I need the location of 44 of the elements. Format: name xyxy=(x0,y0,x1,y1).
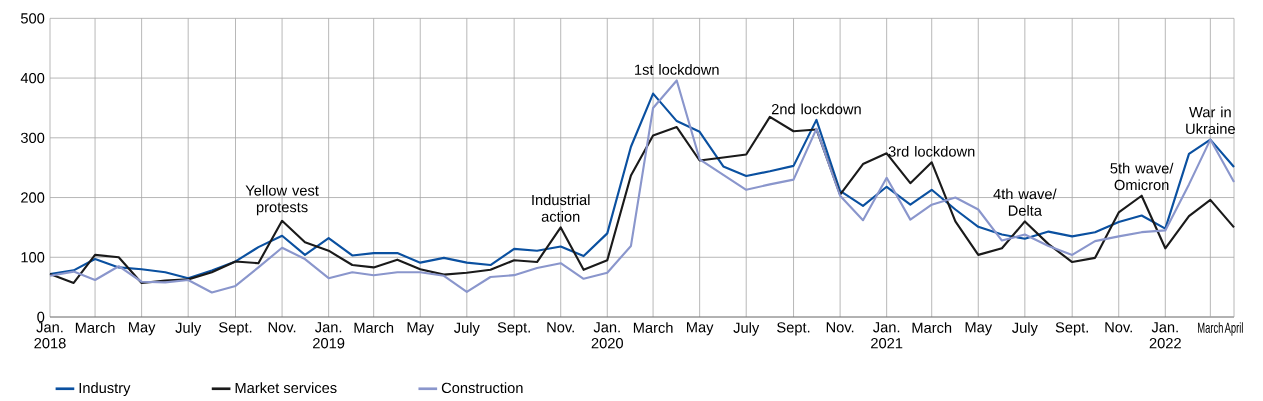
legend-label: Construction xyxy=(441,382,523,394)
x-tick-label: July xyxy=(454,322,480,336)
annotation: War in Ukraine xyxy=(1186,106,1235,134)
x-tick-label: May xyxy=(687,322,714,336)
x-tick-label: Jan. 2018 xyxy=(34,322,66,349)
x-tick-label: April xyxy=(1224,322,1243,336)
x-tick-label: March xyxy=(633,322,673,333)
x-tick-label: Sept. xyxy=(497,322,530,336)
y-tick-label: 500 xyxy=(20,13,45,24)
x-tick-label: Nov. xyxy=(826,322,854,333)
x-tick-label: May xyxy=(128,322,156,336)
x-tick-label: Nov. xyxy=(547,322,574,333)
x-tick-label: July xyxy=(175,322,202,336)
x-tick-label: March xyxy=(912,322,952,333)
y-tick-label: 400 xyxy=(20,72,45,84)
x-tick-label: Jan. 2019 xyxy=(313,322,345,349)
x-tick-label: May xyxy=(407,322,435,336)
x-tick-label: July xyxy=(733,322,760,336)
annotation: 3rd lockdown xyxy=(888,145,975,157)
x-tick-label: July xyxy=(1012,322,1038,336)
y-tick-label: 300 xyxy=(20,132,45,143)
x-tick-label: Nov. xyxy=(268,322,296,333)
annotation: Yellow vest protests xyxy=(245,184,319,216)
x-tick-label: Sept. xyxy=(777,322,810,336)
x-tick-label: Sept. xyxy=(219,322,252,336)
x-tick-label: Jan. 2021 xyxy=(871,322,903,349)
x-tick-label: Jan. 2022 xyxy=(1149,322,1181,349)
x-tick-label: Sept. xyxy=(1055,322,1088,336)
annotation: 5th wave/ Omicron xyxy=(1110,162,1174,191)
x-tick-label: March xyxy=(75,322,115,333)
annotation: Industrial action xyxy=(532,194,590,222)
annotation: 4th wave/ Delta xyxy=(993,188,1057,216)
x-tick-label: May xyxy=(965,322,993,336)
x-tick-label: Nov. xyxy=(1105,322,1132,333)
y-tick-label: 200 xyxy=(21,192,45,203)
annotation: 1st lockdown xyxy=(635,64,719,75)
x-tick-label: March xyxy=(354,322,394,333)
y-tick-label: 0 xyxy=(37,311,45,323)
x-tick-label: March xyxy=(1198,322,1223,333)
annotation: 2nd lockdown xyxy=(771,103,861,115)
legend-label: Industry xyxy=(79,382,131,396)
y-tick-label: 100 xyxy=(21,252,45,263)
legend-label: Market services xyxy=(235,382,337,394)
x-tick-label: Jan. 2020 xyxy=(591,322,623,349)
